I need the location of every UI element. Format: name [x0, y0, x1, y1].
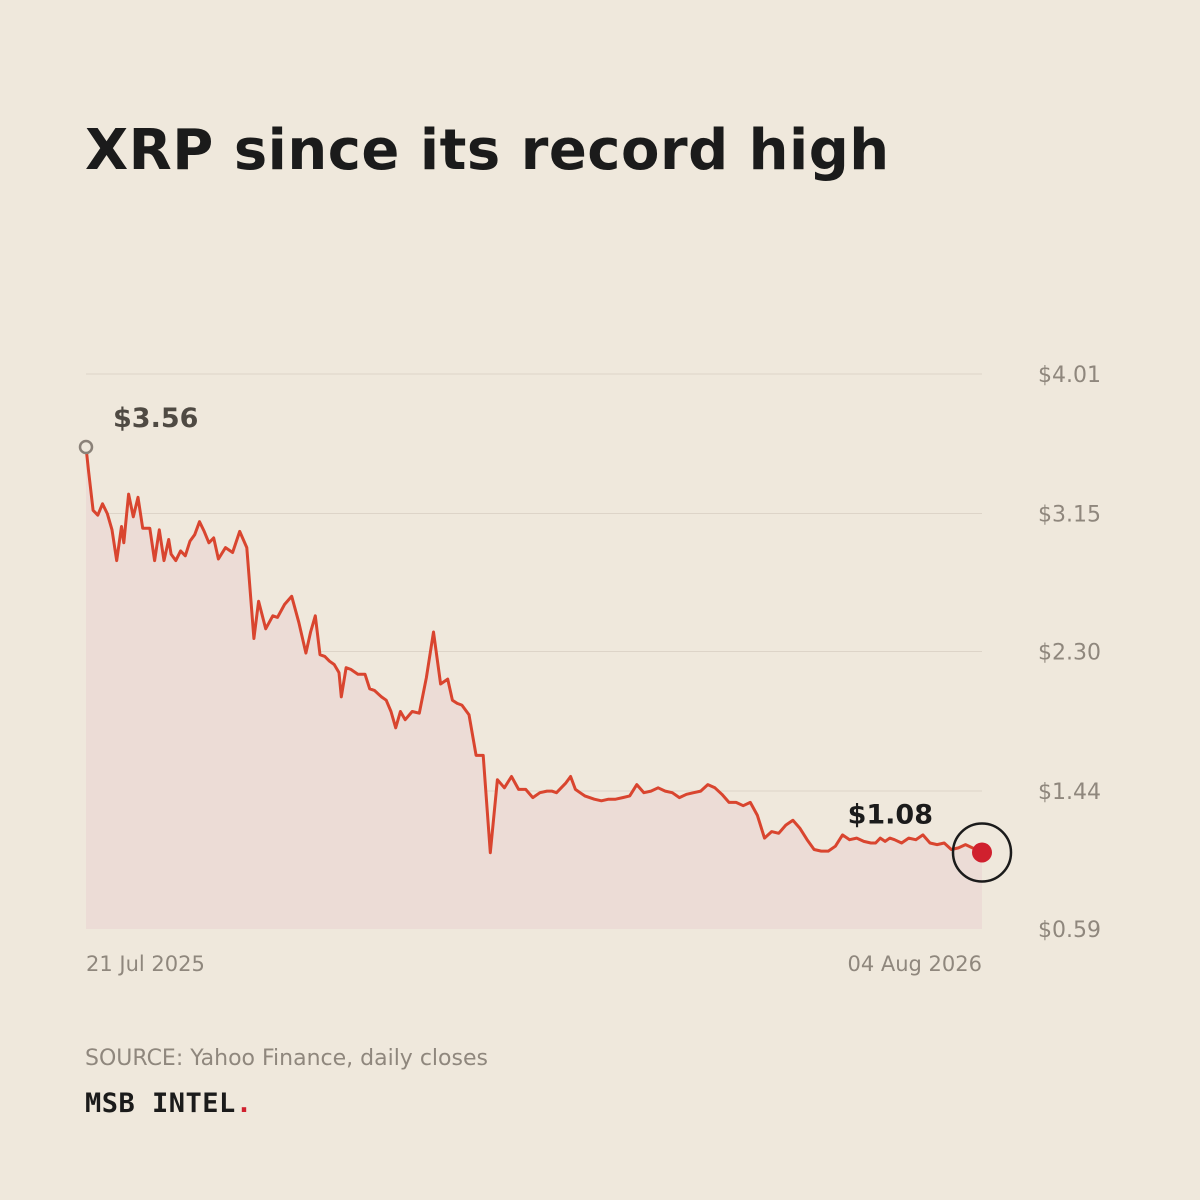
latest-price-ring: [951, 822, 1013, 883]
latest-price-label: $1.08: [848, 799, 933, 830]
brand-name: MSB INTEL: [85, 1088, 236, 1119]
y-tick-label: $0.59: [1038, 918, 1101, 943]
brand-logo: MSB INTEL.: [85, 1088, 253, 1119]
y-tick-label: $4.01: [1038, 363, 1101, 388]
record-high-marker: [78, 439, 94, 455]
x-axis-ticks: 21 Jul 2025 04 Aug 2026: [86, 952, 982, 976]
x-tick-label: 21 Jul 2025: [86, 952, 205, 976]
price-line: [84, 446, 982, 855]
source-note: SOURCE: Yahoo Finance, daily closes: [85, 1046, 488, 1071]
record-high-label: $3.56: [113, 403, 198, 434]
price-area: [86, 447, 982, 929]
brand-dot: .: [235, 1088, 253, 1119]
y-tick-label: $2.30: [1038, 641, 1101, 666]
y-tick-label: $3.15: [1038, 503, 1101, 528]
y-tick-label: $1.44: [1038, 780, 1101, 805]
y-axis-ticks: $4.01 $3.15 $2.30 $1.44 $0.59: [1038, 363, 1101, 943]
annotations: $3.56 $1.08: [78, 403, 1013, 883]
latest-price-marker: [972, 842, 992, 863]
x-tick-label: 04 Aug 2026: [847, 952, 982, 976]
chart-title: XRP since its record high: [85, 118, 890, 183]
